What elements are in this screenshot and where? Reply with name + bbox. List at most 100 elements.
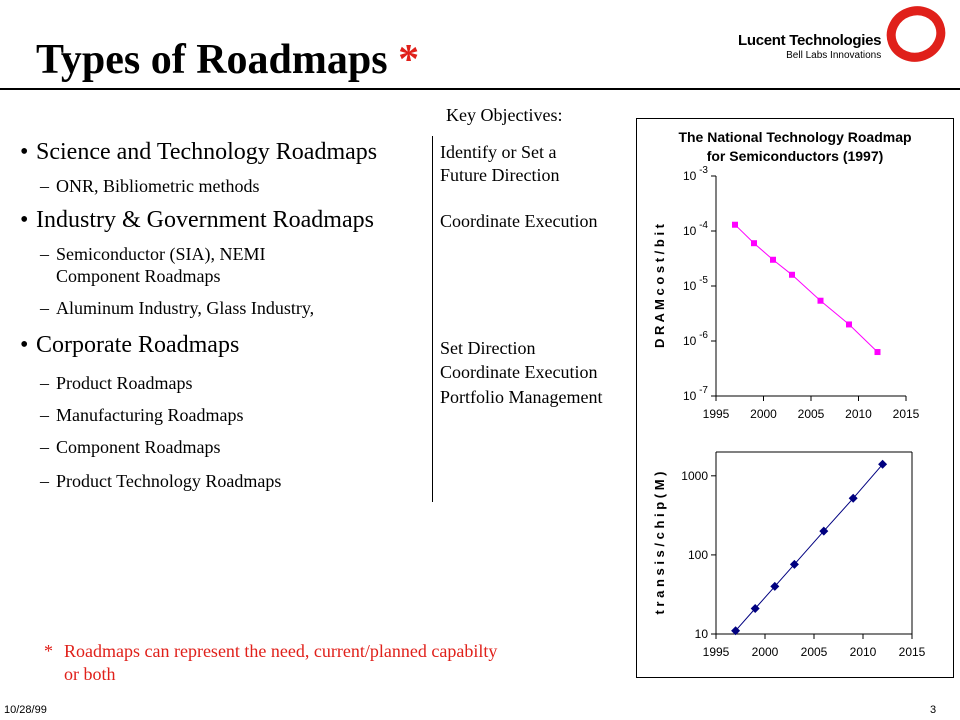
y-tick-label: 10 -6 bbox=[683, 330, 708, 348]
footnote: * Roadmaps can represent the need, curren… bbox=[44, 640, 497, 686]
objective-line: Future Direction bbox=[440, 165, 560, 185]
dash-mark: – bbox=[40, 437, 49, 457]
y-tick-label: 100 bbox=[688, 548, 708, 562]
y-tick-base: 10 bbox=[683, 279, 697, 293]
objective-line: Coordinate Execution bbox=[440, 211, 598, 231]
sub-item: – Semiconductor (SIA), NEMI bbox=[40, 243, 265, 265]
y-tick-base: 10 bbox=[683, 334, 697, 348]
data-point bbox=[874, 349, 881, 356]
x-tick-label: 2015 bbox=[893, 407, 920, 421]
data-point bbox=[789, 271, 795, 278]
logo-name: Lucent Technologies bbox=[738, 32, 882, 49]
data-point bbox=[770, 256, 776, 263]
sub-item: – Component Roadmaps bbox=[40, 436, 221, 458]
footer-date: 10/28/99 bbox=[4, 704, 47, 716]
dash-mark: – bbox=[40, 373, 49, 393]
bullet-label: Corporate Roadmaps bbox=[36, 332, 240, 358]
page-number: 3 bbox=[930, 704, 937, 716]
data-point bbox=[846, 321, 852, 328]
y-tick-label: 10 -7 bbox=[683, 385, 708, 403]
x-tick-label: 2005 bbox=[798, 407, 825, 421]
chart-title-line-1: The National Technology Roadmap bbox=[678, 129, 912, 145]
series-line bbox=[735, 463, 883, 632]
dash-mark: – bbox=[40, 405, 49, 425]
bullet-label: Industry & Government Roadmaps bbox=[36, 207, 374, 233]
sub-item: – ONR, Bibliometric methods bbox=[40, 175, 259, 197]
x-tick-label: 2010 bbox=[850, 645, 877, 659]
data-point bbox=[770, 581, 780, 591]
y-tick-exponent: -3 bbox=[696, 165, 708, 176]
page-title: Types of Roadmaps * bbox=[36, 36, 419, 84]
chart-panel bbox=[636, 118, 954, 678]
chart-title: The National Technology Roadmap for Semi… bbox=[636, 128, 954, 166]
objective-line: Portfolio Management bbox=[440, 387, 603, 407]
bullet-science-technology: • Science and Technology Roadmaps bbox=[20, 138, 377, 166]
y-tick-exponent: -4 bbox=[696, 220, 708, 231]
bullet-corporate: • Corporate Roadmaps bbox=[20, 331, 239, 359]
objective-line: Set Direction bbox=[440, 338, 536, 358]
chart-title-line-2: for Semiconductors (1997) bbox=[706, 148, 884, 164]
y-tick-base: 10 bbox=[683, 389, 697, 403]
data-point bbox=[750, 604, 760, 614]
sub-item: – Product Roadmaps bbox=[40, 372, 193, 394]
x-tick-label: 2015 bbox=[899, 645, 926, 659]
y-axis-label: D R A M c o s t / b i t bbox=[652, 223, 667, 348]
sub-item: – Manufacturing Roadmaps bbox=[40, 404, 243, 426]
y-tick-label: 1000 bbox=[681, 469, 708, 483]
x-tick-label: 1995 bbox=[703, 407, 730, 421]
sub-item-label: Product Roadmaps bbox=[56, 373, 193, 393]
x-tick-label: 2000 bbox=[750, 407, 777, 421]
y-axis-label: t r a n s i s / c h i p ( M ) bbox=[652, 471, 667, 614]
logo-subtitle: Bell Labs Innovations bbox=[786, 50, 882, 61]
company-logo: Lucent Technologies Bell Labs Innovation… bbox=[738, 32, 882, 61]
y-tick-exponent: -7 bbox=[696, 385, 708, 396]
title-underline bbox=[0, 88, 960, 90]
data-point bbox=[878, 459, 888, 469]
sub-item-label: Semiconductor (SIA), NEMI bbox=[56, 244, 266, 264]
footnote-asterisk: * bbox=[44, 641, 53, 661]
data-point bbox=[732, 221, 738, 228]
y-tick-label: 10 -4 bbox=[683, 220, 708, 238]
x-tick-label: 2005 bbox=[801, 645, 828, 659]
y-tick-label: 10 -5 bbox=[683, 275, 708, 293]
sub-item-label: ONR, Bibliometric methods bbox=[56, 176, 260, 196]
bullet-dot: • bbox=[20, 332, 29, 358]
x-tick-label: 2010 bbox=[845, 407, 872, 421]
bullet-dot: • bbox=[20, 139, 29, 165]
sub-item-label: Aluminum Industry, Glass Industry, bbox=[56, 298, 315, 318]
column-divider bbox=[432, 136, 433, 502]
title-asterisk: * bbox=[398, 37, 420, 83]
data-point bbox=[789, 559, 799, 569]
sub-item-label: Manufacturing Roadmaps bbox=[56, 405, 244, 425]
sub-item: – Product Technology Roadmaps bbox=[40, 470, 281, 492]
sub-item-label: Component Roadmaps bbox=[56, 437, 221, 457]
data-point bbox=[817, 297, 824, 304]
title-text: Types of Roadmaps bbox=[36, 37, 388, 83]
dash-mark: – bbox=[40, 298, 49, 318]
data-point bbox=[731, 626, 741, 636]
dash-mark: – bbox=[40, 244, 49, 264]
sub-item-continuation: Component Roadmaps bbox=[56, 266, 221, 286]
footnote-text: Roadmaps can represent the need, current… bbox=[64, 641, 498, 661]
bullet-dot: • bbox=[20, 207, 29, 233]
x-tick-label: 1995 bbox=[703, 645, 730, 659]
sub-item-label: Product Technology Roadmaps bbox=[56, 471, 282, 491]
bullet-label: Science and Technology Roadmaps bbox=[36, 139, 378, 165]
y-tick-base: 10 bbox=[683, 224, 697, 238]
footnote-line-2: or both bbox=[64, 664, 116, 684]
y-tick-label: 10 -3 bbox=[683, 165, 708, 183]
x-tick-label: 2000 bbox=[752, 645, 779, 659]
logo-ring-icon bbox=[886, 6, 946, 62]
objectives-header: Key Objectives: bbox=[446, 105, 563, 125]
y-tick-exponent: -5 bbox=[696, 275, 708, 286]
dash-mark: – bbox=[40, 176, 49, 196]
dash-mark: – bbox=[40, 471, 49, 491]
objective-line: Identify or Set a bbox=[440, 142, 557, 162]
bullet-industry-government: • Industry & Government Roadmaps bbox=[20, 206, 374, 234]
objective-line: Coordinate Execution bbox=[440, 362, 598, 382]
y-tick-label: 10 bbox=[695, 627, 709, 641]
data-point bbox=[819, 526, 829, 536]
sub-item: – Aluminum Industry, Glass Industry, bbox=[40, 297, 314, 319]
footnote-line-1: * Roadmaps can represent the need, curren… bbox=[44, 640, 497, 663]
